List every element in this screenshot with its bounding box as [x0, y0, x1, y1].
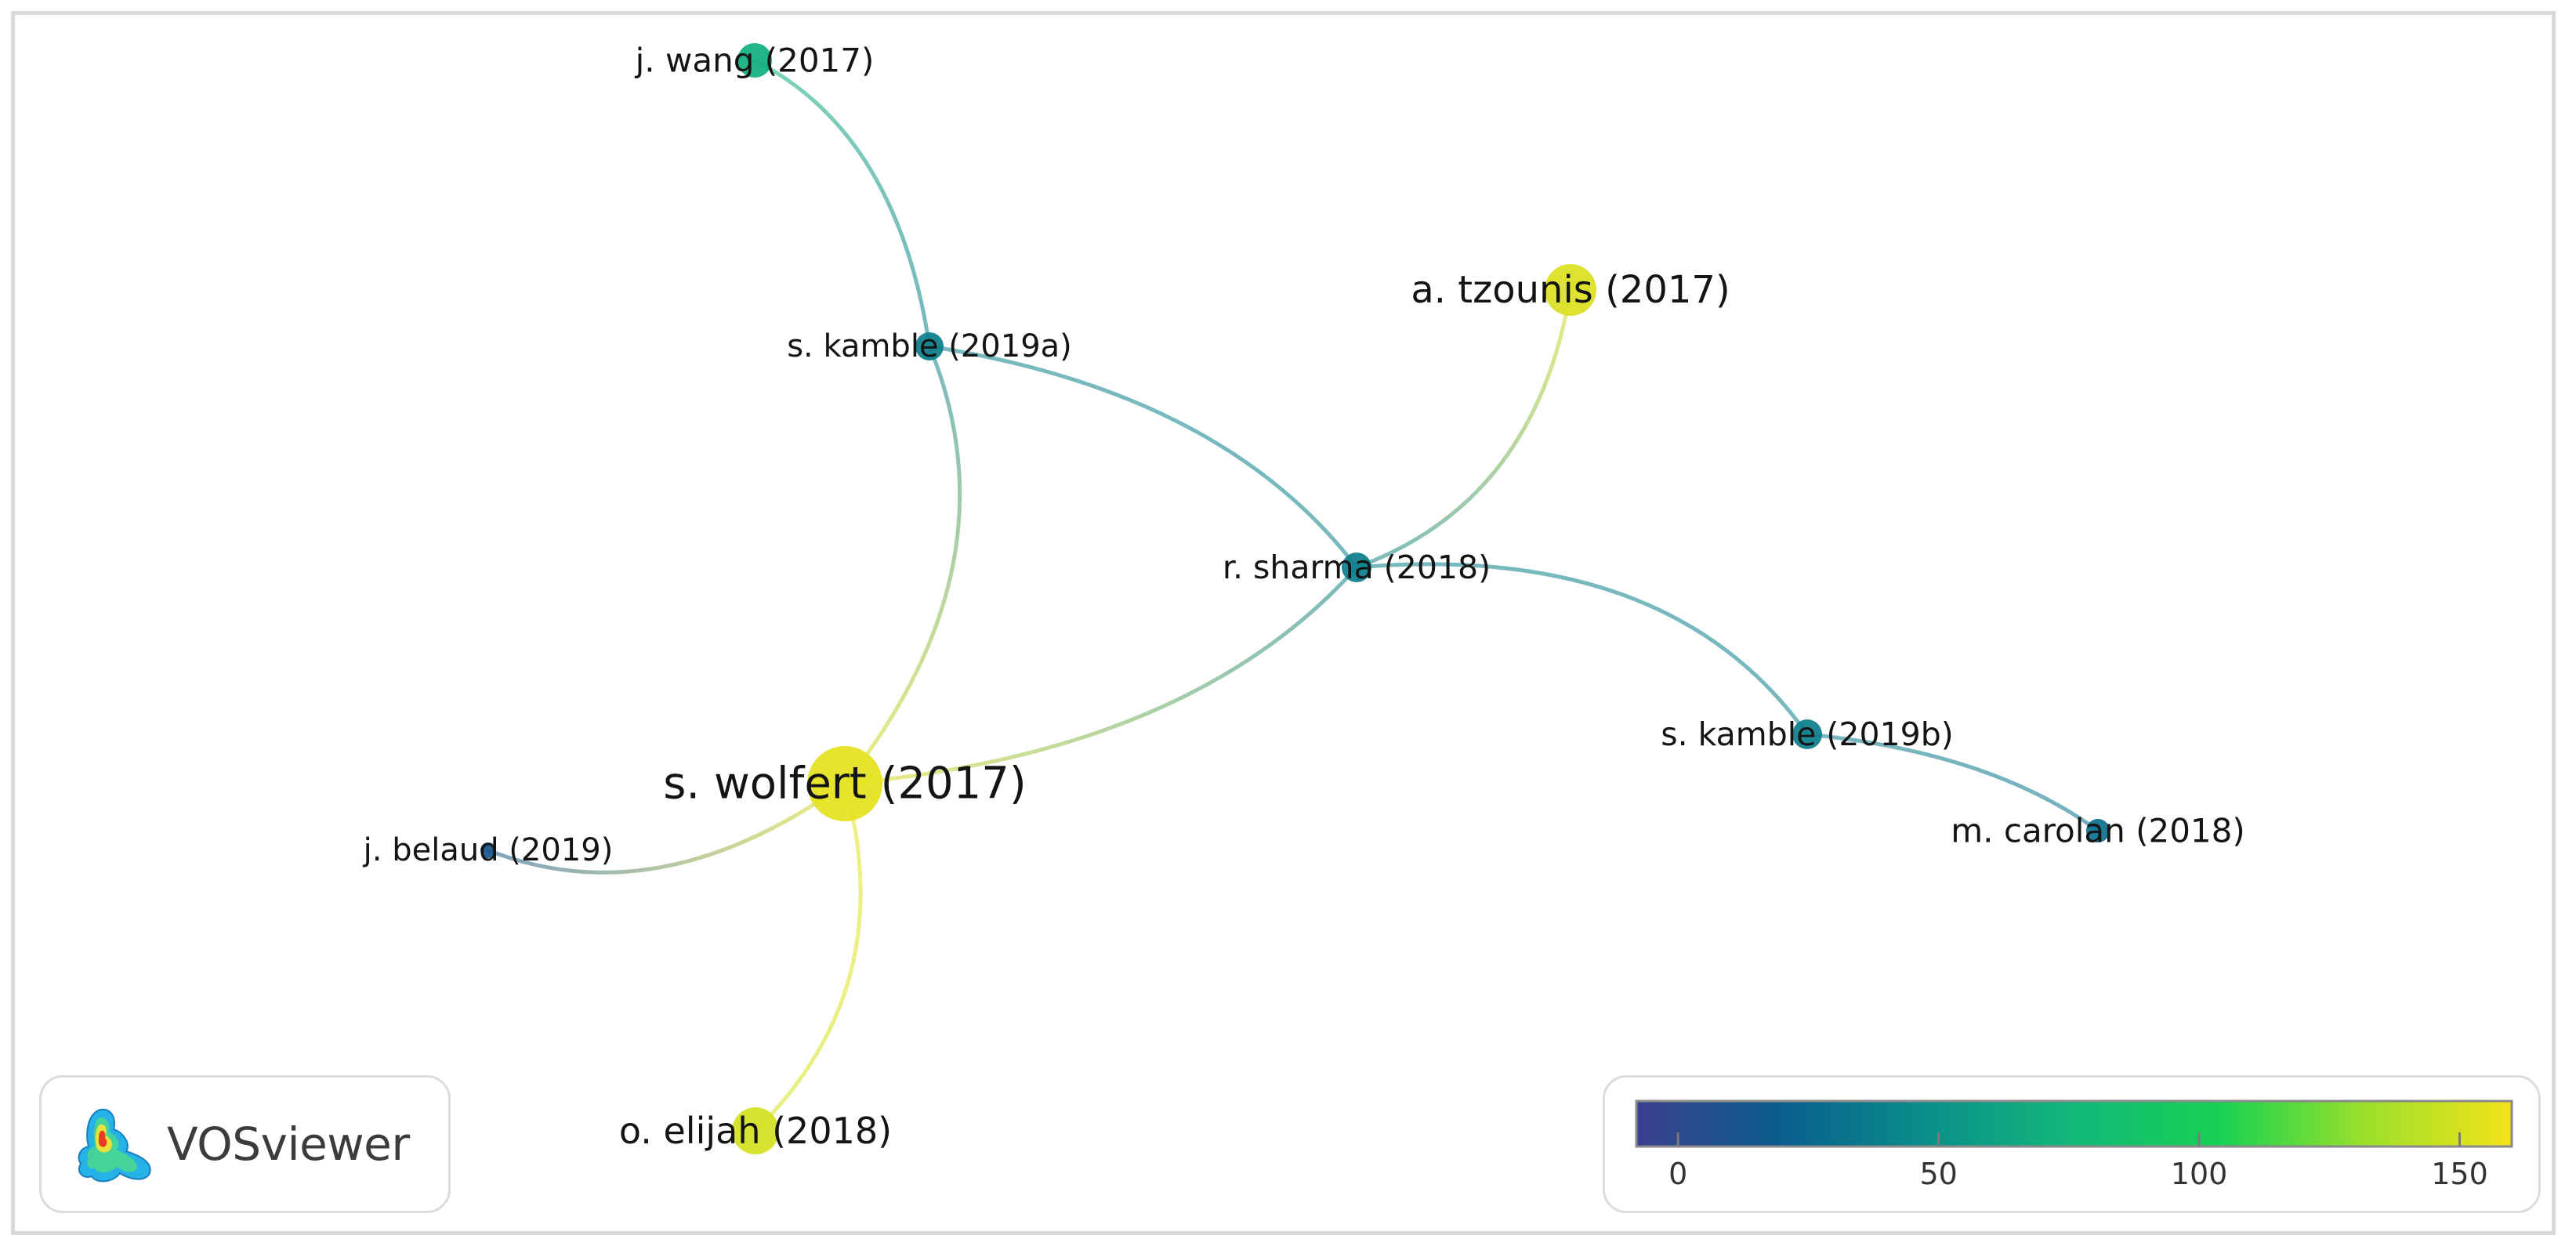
link-kamble2019b-carolan2018[interactable] [1805, 732, 2100, 833]
vosviewer-heatmap-icon [78, 1108, 151, 1183]
node-label-sharma2018[interactable]: r. sharma (2018) [1223, 549, 1491, 586]
legend-tick-label-50: 50 [1919, 1157, 1957, 1191]
node-label-tzounis2017[interactable]: a. tzounis (2017) [1411, 268, 1730, 312]
network-frame [11, 11, 2556, 1235]
link-wolfert2017-elijah2018[interactable] [753, 781, 863, 1133]
node-label-kamble2019b[interactable]: s. kamble (2019b) [1661, 715, 1954, 753]
node-label-belaud2019[interactable]: j. belaud (2019) [363, 832, 614, 868]
link-wang2017-kamble2019a[interactable] [752, 58, 932, 349]
node-label-carolan2018[interactable]: m. carolan (2018) [1951, 812, 2245, 850]
nodes-layer [480, 43, 2110, 1154]
links-layer [486, 58, 2100, 1133]
node-kamble2019b[interactable] [1792, 719, 1822, 749]
legend-tick-label-100: 100 [2171, 1157, 2228, 1191]
link-kamble2019a-wolfert2017[interactable] [842, 344, 962, 786]
link-tzounis2017-sharma2018[interactable] [1354, 288, 1573, 570]
node-label-wolfert2017[interactable]: s. wolfert (2017) [663, 759, 1027, 810]
node-label-wang2017[interactable]: j. wang (2017) [635, 42, 875, 80]
link-wolfert2017-belaud2019[interactable] [486, 781, 847, 875]
node-label-elijah2018[interactable]: o. elijah (2018) [619, 1110, 892, 1152]
node-elijah2018[interactable] [732, 1107, 779, 1154]
vosviewer-logo: VOSviewer [39, 1075, 451, 1213]
color-scale-ticks: 0 50 100 150 [1668, 1132, 2488, 1191]
node-belaud2019[interactable] [480, 842, 496, 858]
color-scale-bar [1635, 1099, 2513, 1148]
node-tzounis2017[interactable] [1545, 264, 1596, 316]
node-wang2017[interactable] [737, 43, 772, 78]
node-sharma2018[interactable] [1342, 552, 1371, 582]
vosviewer-logo-text: VOSviewer [167, 1118, 410, 1171]
node-wolfert2017[interactable] [807, 746, 882, 821]
link-sharma2018-kamble2019b[interactable] [1354, 562, 1810, 737]
color-scale-svg: 0 50 100 150 [1635, 1099, 2513, 1191]
color-scale-legend: 0 50 100 150 [1603, 1075, 2541, 1213]
node-label-kamble2019a[interactable]: s. kamble (2019a) [787, 328, 1072, 364]
legend-tick-label-150: 150 [2431, 1157, 2488, 1191]
node-kamble2019a[interactable] [915, 332, 944, 360]
labels-layer: j. wang (2017) s. kamble (2019a) a. tzouni… [363, 42, 2245, 1153]
link-kamble2019a-sharma2018[interactable] [927, 344, 1359, 570]
legend-tick-label-0: 0 [1668, 1157, 1687, 1191]
link-sharma2018-wolfert2017[interactable] [842, 565, 1359, 786]
node-carolan2018[interactable] [2086, 819, 2110, 842]
